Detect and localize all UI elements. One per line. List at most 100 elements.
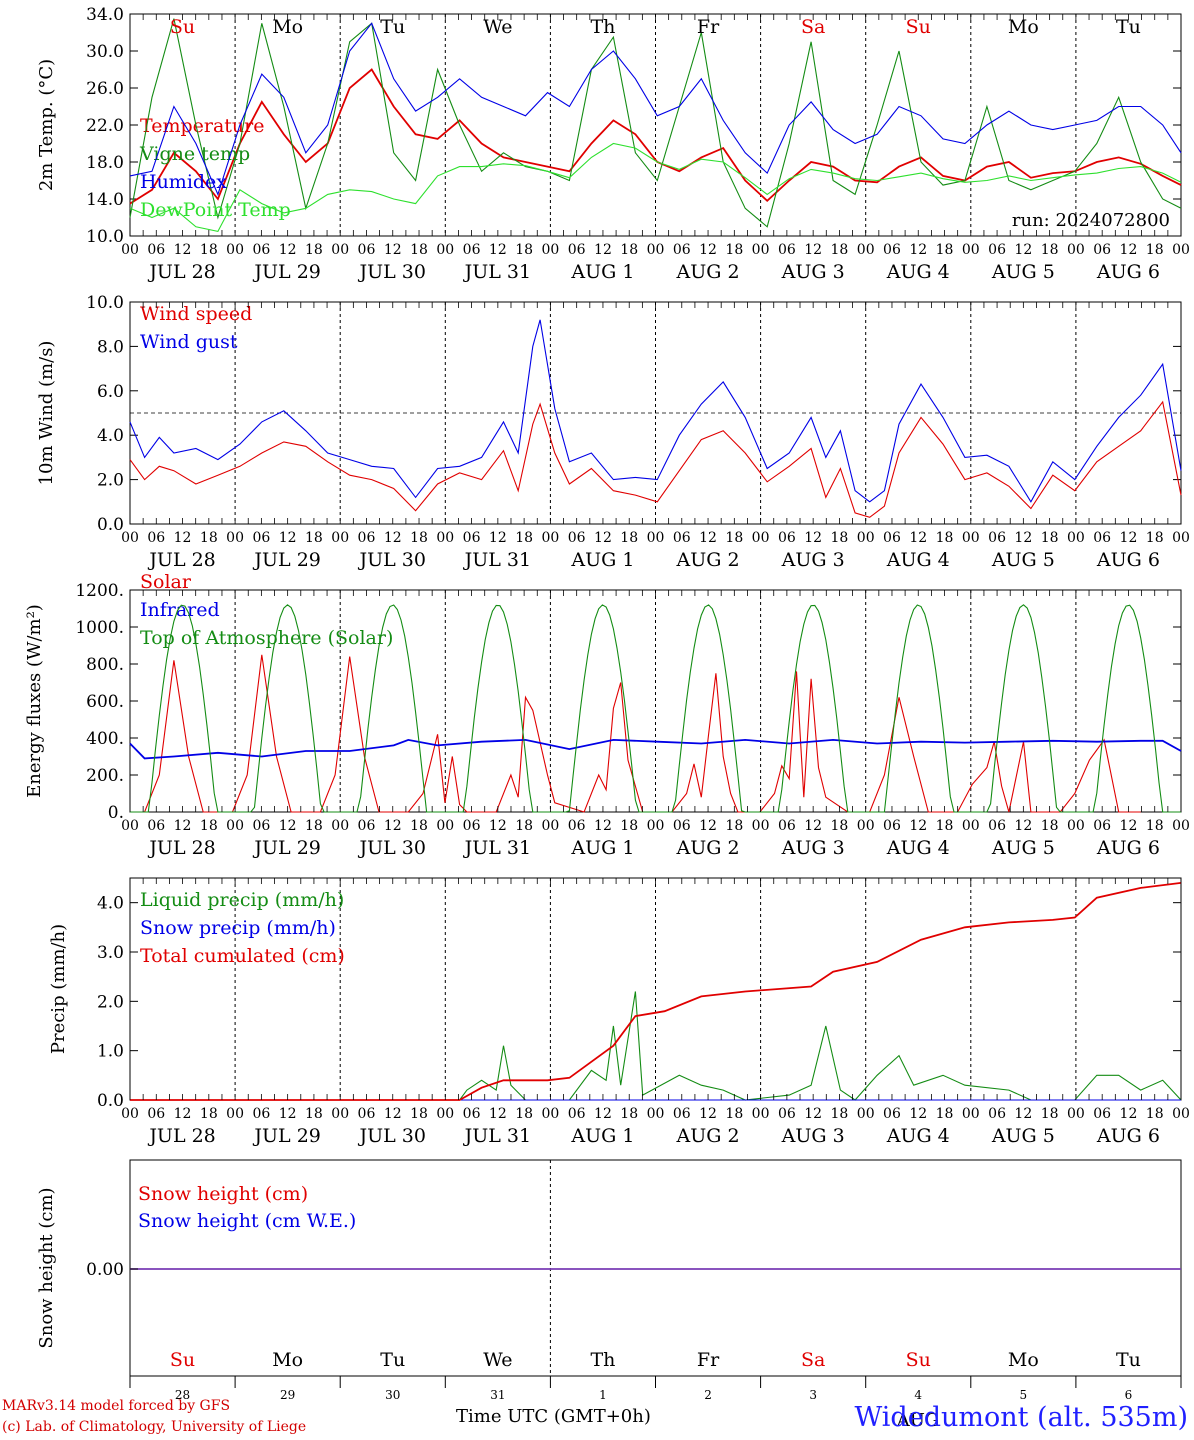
hour-tick-label: 12 — [699, 818, 717, 834]
hour-tick-label: 00 — [962, 530, 980, 546]
y-tick-label: 0.0 — [97, 1091, 124, 1111]
hour-tick-label: 18 — [1146, 1106, 1164, 1122]
hour-tick-label: 06 — [883, 1106, 901, 1122]
y-tick-label: 8.0 — [97, 337, 124, 357]
hour-tick-label: 12 — [909, 530, 927, 546]
hour-tick-label: 06 — [568, 530, 586, 546]
hour-tick-label: 00 — [1172, 818, 1190, 834]
hour-tick-label: 12 — [594, 242, 612, 258]
date-label: AUG 5 — [991, 837, 1055, 859]
y-tick-label: 800. — [86, 655, 124, 675]
hour-tick-label: 12 — [804, 1106, 822, 1122]
y-tick-label: 600. — [86, 692, 124, 712]
hour-tick-label: 12 — [909, 818, 927, 834]
footer-model-text: MARv3.14 model forced by GFS — [2, 1398, 231, 1414]
hour-tick-label: 18 — [1041, 242, 1059, 258]
legend-entry: Wind gust — [140, 331, 238, 353]
date-label: AUG 2 — [676, 1125, 740, 1147]
date-label: AUG 2 — [676, 261, 740, 283]
date-label: JUL 29 — [252, 837, 320, 859]
date-label: JUL 31 — [463, 261, 531, 283]
hour-tick-label: 00 — [857, 818, 875, 834]
date-label: AUG 3 — [781, 1125, 845, 1147]
date-label: AUG 1 — [570, 1125, 634, 1147]
hour-tick-label: 06 — [1093, 1106, 1111, 1122]
hour-tick-label: 00 — [752, 818, 770, 834]
day-number-label: 30 — [385, 1388, 400, 1402]
hour-tick-label: 12 — [174, 530, 192, 546]
weekday-label: Su — [170, 1349, 195, 1371]
hour-tick-label: 18 — [515, 818, 533, 834]
weekday-label: Mo — [1008, 16, 1039, 38]
hour-tick-label: 00 — [962, 818, 980, 834]
series-line-2 — [130, 882, 1182, 1101]
hour-tick-label: 12 — [1014, 530, 1032, 546]
day-number-label: 5 — [1020, 1388, 1028, 1402]
hour-tick-label: 06 — [358, 242, 376, 258]
date-label: AUG 6 — [1096, 549, 1160, 571]
weekday-label: Su — [170, 16, 195, 38]
hour-tick-label: 00 — [1067, 530, 1085, 546]
hour-tick-label: 18 — [1041, 1106, 1059, 1122]
weekday-label: Mo — [272, 1349, 303, 1371]
hour-tick-label: 00 — [226, 1106, 244, 1122]
hour-tick-label: 12 — [1014, 1106, 1032, 1122]
hour-tick-label: 12 — [279, 818, 297, 834]
hour-tick-label: 12 — [1120, 242, 1138, 258]
y-tick-label: 2.0 — [97, 992, 124, 1012]
date-label: AUG 6 — [1096, 837, 1160, 859]
hour-tick-label: 06 — [1093, 530, 1111, 546]
hour-tick-label: 12 — [804, 530, 822, 546]
hour-tick-label: 12 — [174, 1106, 192, 1122]
hour-tick-label: 00 — [121, 818, 139, 834]
hour-tick-label: 06 — [673, 530, 691, 546]
hour-tick-label: 00 — [331, 242, 349, 258]
y-tick-label: 14.0 — [86, 190, 124, 210]
hour-tick-label: 18 — [620, 1106, 638, 1122]
date-label: JUL 30 — [358, 549, 426, 571]
hour-tick-label: 06 — [778, 1106, 796, 1122]
hour-tick-label: 12 — [174, 242, 192, 258]
hour-tick-label: 18 — [936, 818, 954, 834]
y-tick-label: 2.0 — [97, 471, 124, 491]
hour-tick-label: 12 — [594, 530, 612, 546]
hour-tick-label: 06 — [673, 1106, 691, 1122]
date-label: AUG 4 — [886, 549, 950, 571]
date-label: AUG 3 — [781, 261, 845, 283]
date-label: AUG 2 — [676, 549, 740, 571]
date-label: JUL 29 — [252, 1125, 320, 1147]
hour-tick-label: 06 — [147, 1106, 165, 1122]
series-line-1 — [129, 738, 1182, 760]
hour-tick-label: 18 — [200, 1106, 218, 1122]
hour-tick-label: 06 — [147, 818, 165, 834]
date-label: JUL 30 — [358, 1125, 426, 1147]
hour-tick-label: 00 — [1067, 818, 1085, 834]
hour-tick-label: 12 — [1120, 818, 1138, 834]
day-number-label: 4 — [914, 1388, 922, 1402]
hour-tick-label: 06 — [358, 1106, 376, 1122]
hour-tick-label: 12 — [384, 818, 402, 834]
series-line-0 — [130, 654, 1141, 813]
hour-tick-label: 00 — [541, 530, 559, 546]
weekday-label: We — [483, 1349, 512, 1371]
hour-tick-label: 06 — [358, 530, 376, 546]
y-tick-label: 0.0 — [97, 515, 124, 535]
hour-tick-label: 00 — [1172, 530, 1190, 546]
hour-tick-label: 06 — [252, 530, 270, 546]
weekday-label: Mo — [1008, 1349, 1039, 1371]
hour-tick-label: 06 — [252, 818, 270, 834]
hour-tick-label: 12 — [384, 1106, 402, 1122]
day-number-label: 29 — [280, 1388, 295, 1402]
date-label: AUG 3 — [781, 837, 845, 859]
hour-tick-label: 18 — [936, 242, 954, 258]
date-label: AUG 5 — [991, 261, 1055, 283]
day-number-label: 28 — [175, 1388, 190, 1402]
hour-tick-label: 18 — [515, 530, 533, 546]
hour-tick-label: 12 — [384, 530, 402, 546]
hour-tick-label: 18 — [831, 242, 849, 258]
y-tick-label: 200. — [86, 766, 124, 786]
weekday-label: Tu — [380, 1349, 405, 1371]
hour-tick-label: 18 — [200, 818, 218, 834]
hour-tick-label: 18 — [515, 1106, 533, 1122]
